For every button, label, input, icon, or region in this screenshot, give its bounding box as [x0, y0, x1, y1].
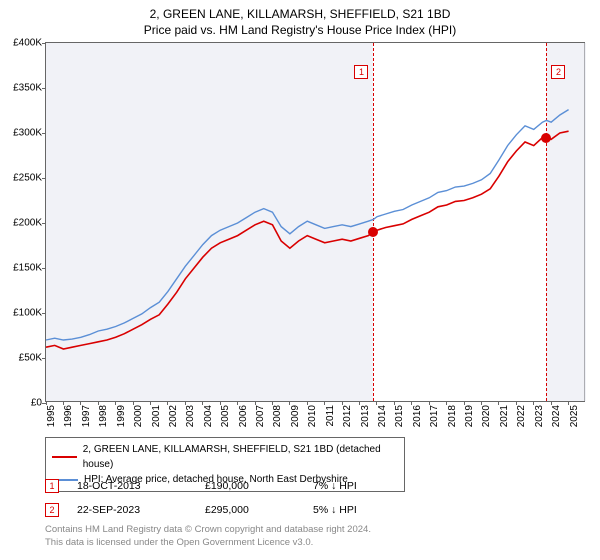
x-axis-label: 2024: [551, 405, 562, 427]
series-line-hpi: [46, 110, 569, 340]
row-delta: 5% ↓ HPI: [313, 504, 357, 516]
series-line-price_paid: [46, 131, 569, 349]
chart-lines-svg: [46, 43, 584, 401]
data-point-table: 1 18-OCT-2013 £190,000 7% ↓ HPI 2 22-SEP-2023…: [45, 477, 357, 525]
chart-title-line1: 2, GREEN LANE, KILLAMARSH, SHEFFIELD, S2…: [0, 6, 600, 22]
x-axis-label: 2004: [203, 405, 214, 427]
row-delta: 7% ↓ HPI: [313, 480, 357, 492]
x-axis-label: 2021: [499, 405, 510, 427]
data-point-row: 1 18-OCT-2013 £190,000 7% ↓ HPI: [45, 477, 357, 495]
x-axis-label: 1995: [46, 405, 57, 427]
x-axis-label: 2015: [394, 405, 405, 427]
y-axis-label: £400K: [13, 38, 42, 49]
y-axis-label: £300K: [13, 128, 42, 139]
event-marker-box: 2: [551, 65, 565, 79]
x-axis-label: 2002: [168, 405, 179, 427]
x-axis-label: 2006: [238, 405, 249, 427]
event-marker-box: 1: [354, 65, 368, 79]
y-axis-label: £0: [31, 398, 42, 409]
legend-label-price-paid: 2, GREEN LANE, KILLAMARSH, SHEFFIELD, S2…: [83, 442, 398, 472]
y-axis-label: £350K: [13, 83, 42, 94]
x-axis-label: 2022: [516, 405, 527, 427]
y-axis-label: £200K: [13, 218, 42, 229]
x-axis-label: 2010: [307, 405, 318, 427]
legend-item-price-paid: 2, GREEN LANE, KILLAMARSH, SHEFFIELD, S2…: [52, 442, 398, 472]
data-point-dot: [541, 133, 551, 143]
x-axis-label: 2005: [220, 405, 231, 427]
y-axis-label: £50K: [19, 353, 42, 364]
x-axis-label: 1997: [81, 405, 92, 427]
footer-line1: Contains HM Land Registry data © Crown c…: [45, 524, 371, 537]
x-axis-label: 1998: [98, 405, 109, 427]
x-axis-label: 2025: [569, 405, 580, 427]
row-price: £190,000: [205, 480, 295, 492]
x-axis-label: 2009: [290, 405, 301, 427]
x-axis-label: 2007: [255, 405, 266, 427]
row-marker-box: 2: [45, 503, 59, 517]
row-date: 18-OCT-2013: [77, 480, 187, 492]
footer-line2: This data is licensed under the Open Gov…: [45, 537, 371, 550]
y-axis-label: £250K: [13, 173, 42, 184]
x-axis-label: 1996: [63, 405, 74, 427]
x-axis-label: 2012: [342, 405, 353, 427]
chart-plot-area: £0£50K£100K£150K£200K£250K£300K£350K£400…: [45, 42, 585, 402]
row-marker-box: 1: [45, 479, 59, 493]
y-axis-label: £150K: [13, 263, 42, 274]
x-axis-label: 2023: [534, 405, 545, 427]
license-footer: Contains HM Land Registry data © Crown c…: [45, 524, 371, 550]
x-axis-label: 2013: [360, 405, 371, 427]
data-point-dot: [368, 227, 378, 237]
x-axis-label: 2018: [447, 405, 458, 427]
row-price: £295,000: [205, 504, 295, 516]
x-axis-label: 2008: [272, 405, 283, 427]
x-axis-label: 2001: [151, 405, 162, 427]
x-axis-label: 2014: [377, 405, 388, 427]
x-axis-label: 2003: [185, 405, 196, 427]
x-axis-label: 2020: [481, 405, 492, 427]
data-point-row: 2 22-SEP-2023 £295,000 5% ↓ HPI: [45, 501, 357, 519]
legend-swatch-price-paid: [52, 456, 77, 458]
x-axis-label: 2000: [133, 405, 144, 427]
chart-title-line2: Price paid vs. HM Land Registry's House …: [0, 22, 600, 38]
y-axis-label: £100K: [13, 308, 42, 319]
x-axis-label: 1999: [116, 405, 127, 427]
row-date: 22-SEP-2023: [77, 504, 187, 516]
x-axis-label: 2017: [429, 405, 440, 427]
x-axis-label: 2019: [464, 405, 475, 427]
x-axis-label: 2016: [412, 405, 423, 427]
x-axis-label: 2011: [325, 405, 336, 427]
